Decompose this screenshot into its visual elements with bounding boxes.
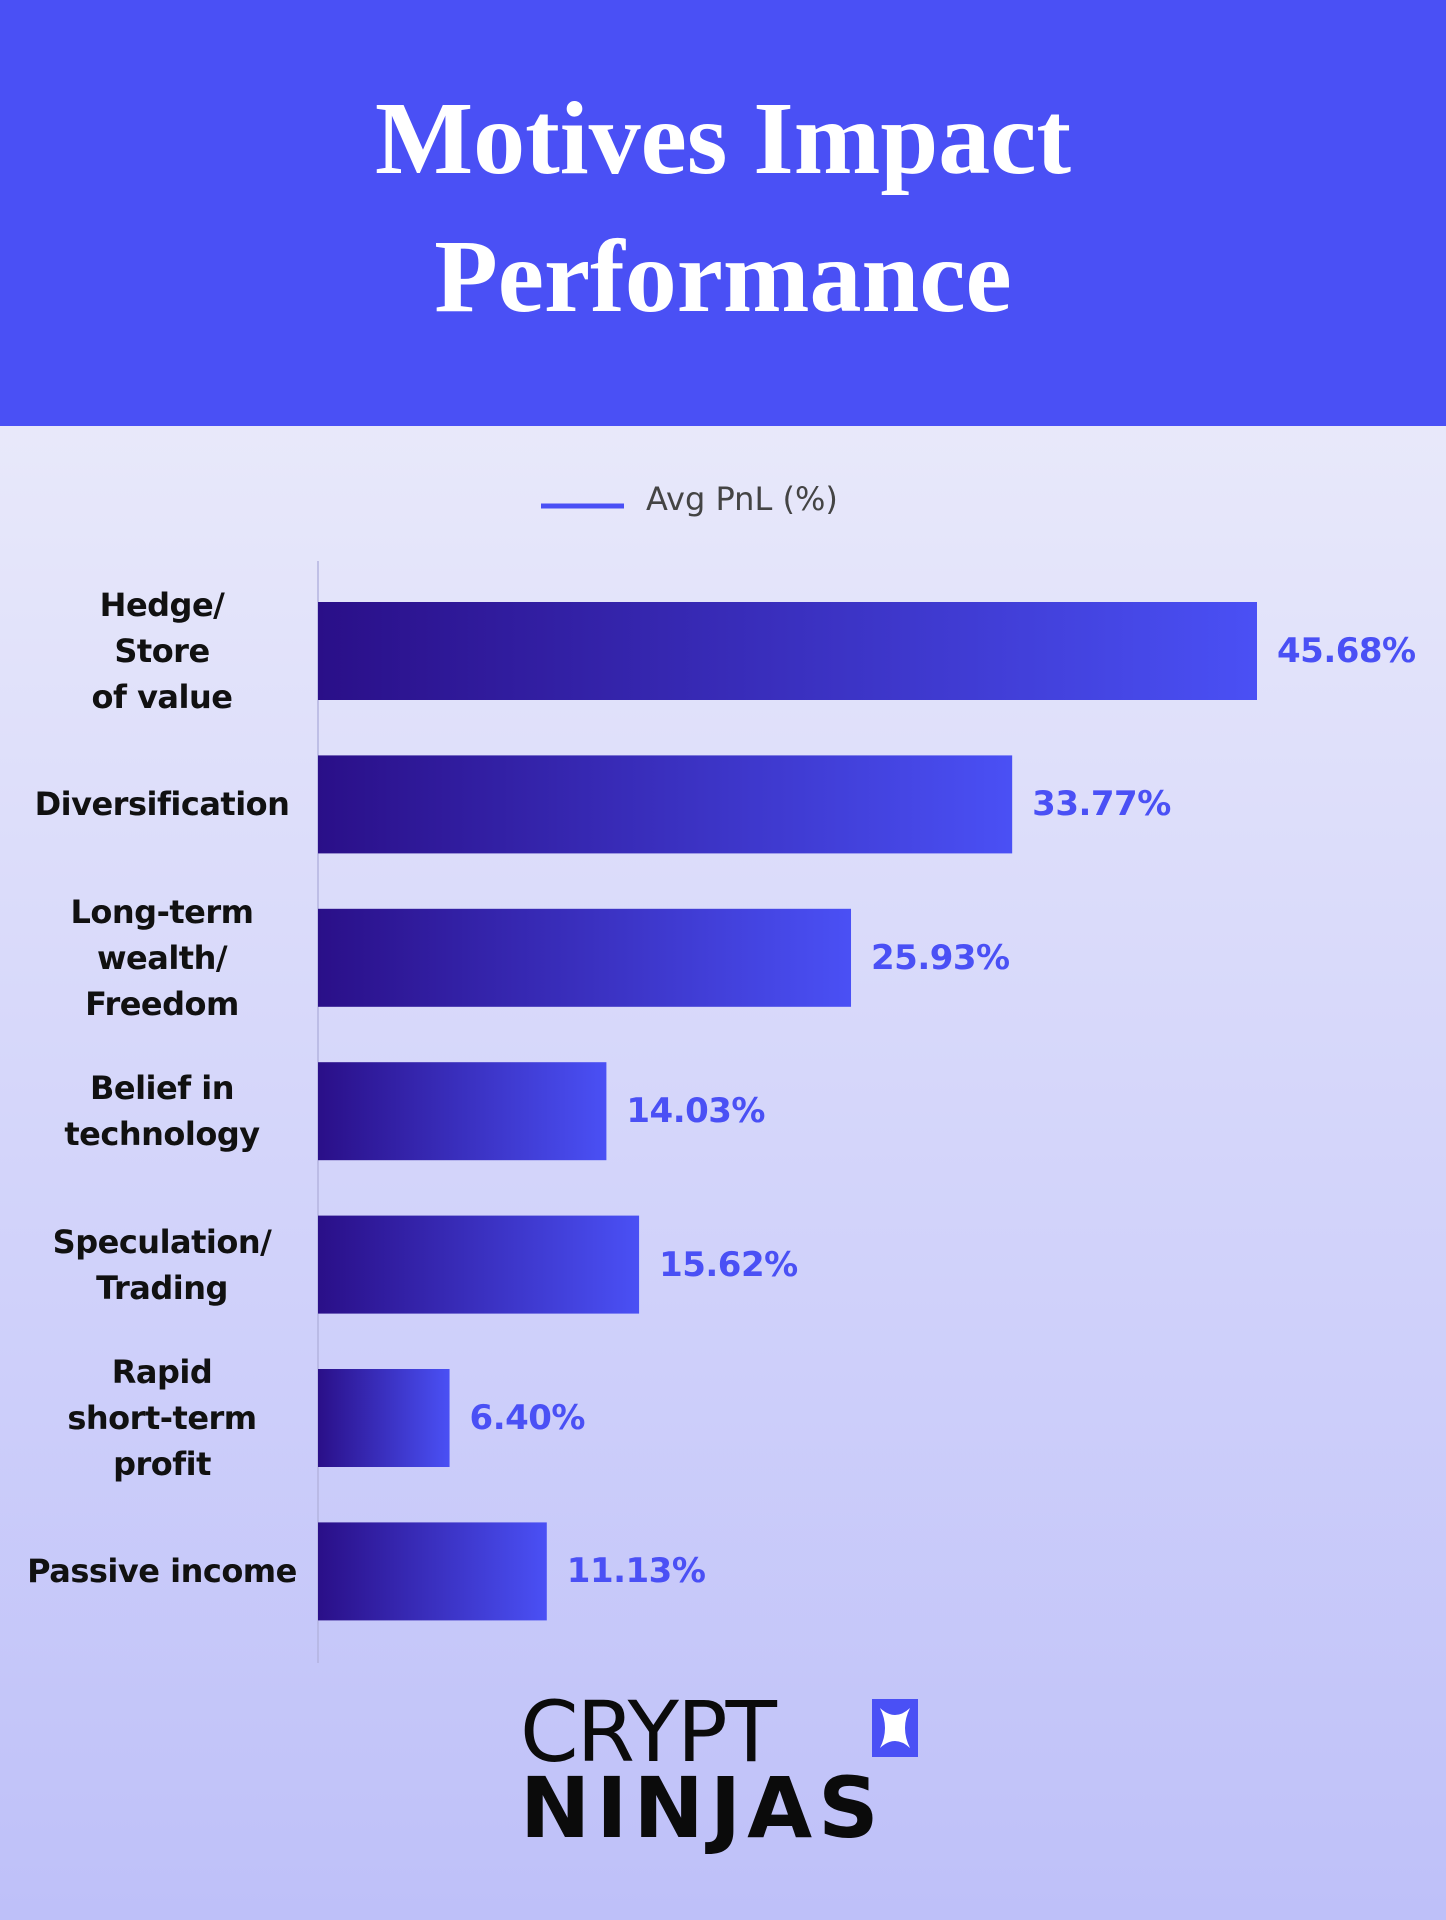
header xyxy=(0,0,1446,426)
y-tick-label: Long-term wealth/ Freedom xyxy=(70,892,254,1023)
bar xyxy=(318,1522,547,1621)
bar xyxy=(318,1369,450,1467)
bar xyxy=(318,908,852,1007)
data-label: 14.03% xyxy=(626,1091,766,1132)
data-label: 15.62% xyxy=(659,1244,798,1285)
data-label: 33.77% xyxy=(1032,784,1171,825)
y-tick-label: Rapid short-term profit xyxy=(67,1353,257,1483)
data-label: 6.40% xyxy=(469,1398,586,1438)
bar xyxy=(318,755,1013,854)
y-tick-label: Hedge/ Store of value xyxy=(91,586,233,716)
data-label: 25.93% xyxy=(871,937,1010,978)
data-label: 11.13% xyxy=(566,1551,706,1592)
legend-label: Avg PnL (%) xyxy=(646,480,838,518)
y-tick-label: Speculation/ Trading xyxy=(52,1222,272,1307)
chart-title: Motives Impact Performance xyxy=(374,81,1072,334)
logo-text: CRYPT xyxy=(520,1683,777,1781)
y-tick-label: Belief in technology xyxy=(64,1069,260,1154)
bar xyxy=(318,1215,640,1314)
bar xyxy=(318,602,1257,700)
bar xyxy=(318,1062,607,1161)
y-tick-label: Diversification xyxy=(34,785,290,824)
logo-text: NINJAS xyxy=(520,1759,885,1857)
y-tick-label: Passive income xyxy=(27,1552,297,1591)
logo-icon-star xyxy=(880,1708,910,1748)
data-label: 45.68% xyxy=(1277,631,1416,671)
